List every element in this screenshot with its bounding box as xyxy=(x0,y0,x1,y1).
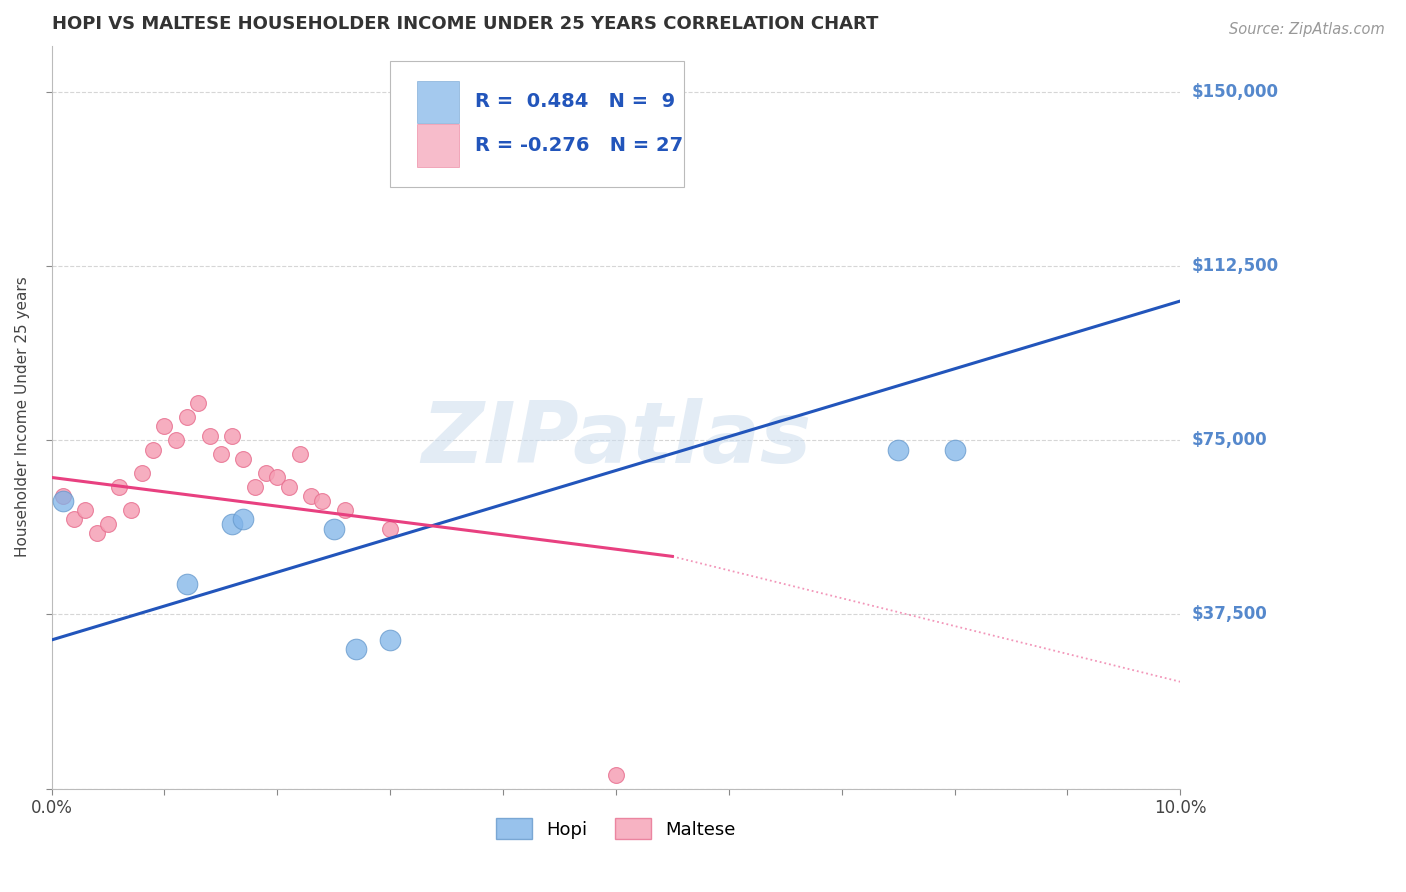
Point xyxy=(378,632,401,647)
Point xyxy=(120,503,142,517)
Point xyxy=(311,493,333,508)
Point xyxy=(378,522,401,536)
Text: ZIPatlas: ZIPatlas xyxy=(420,398,811,481)
Point xyxy=(333,503,356,517)
Text: HOPI VS MALTESE HOUSEHOLDER INCOME UNDER 25 YEARS CORRELATION CHART: HOPI VS MALTESE HOUSEHOLDER INCOME UNDER… xyxy=(52,15,877,33)
Point xyxy=(221,428,243,442)
Point xyxy=(63,512,86,526)
Text: $75,000: $75,000 xyxy=(1191,432,1267,450)
Point xyxy=(86,526,108,541)
Point xyxy=(277,480,299,494)
Point xyxy=(176,577,198,591)
Point xyxy=(605,767,627,781)
Point xyxy=(344,642,367,657)
Point xyxy=(943,442,966,457)
Text: R =  0.484   N =  9: R = 0.484 N = 9 xyxy=(475,92,675,112)
Point xyxy=(322,522,344,536)
Point xyxy=(232,512,254,526)
Point xyxy=(108,480,131,494)
Text: $112,500: $112,500 xyxy=(1191,257,1278,276)
Point xyxy=(288,447,311,461)
Point xyxy=(299,489,322,503)
Point xyxy=(97,516,120,531)
Point xyxy=(131,466,153,480)
Point xyxy=(165,434,187,448)
Point xyxy=(187,396,209,410)
FancyBboxPatch shape xyxy=(418,80,458,123)
FancyBboxPatch shape xyxy=(418,124,458,167)
Point xyxy=(142,442,165,457)
Point xyxy=(243,480,266,494)
Point xyxy=(266,470,288,484)
Point xyxy=(176,410,198,425)
Text: $37,500: $37,500 xyxy=(1191,606,1267,624)
Point xyxy=(209,447,232,461)
Point xyxy=(75,503,97,517)
Point xyxy=(52,489,75,503)
Text: Source: ZipAtlas.com: Source: ZipAtlas.com xyxy=(1229,22,1385,37)
Point xyxy=(221,516,243,531)
Point xyxy=(254,466,277,480)
Y-axis label: Householder Income Under 25 years: Householder Income Under 25 years xyxy=(15,277,30,558)
Text: R = -0.276   N = 27: R = -0.276 N = 27 xyxy=(475,136,683,155)
Point xyxy=(52,493,75,508)
Legend: Hopi, Maltese: Hopi, Maltese xyxy=(489,811,742,847)
Point xyxy=(232,451,254,466)
Text: $150,000: $150,000 xyxy=(1191,83,1278,101)
Point xyxy=(153,419,176,434)
Point xyxy=(887,442,910,457)
Point xyxy=(198,428,221,442)
FancyBboxPatch shape xyxy=(389,61,683,186)
